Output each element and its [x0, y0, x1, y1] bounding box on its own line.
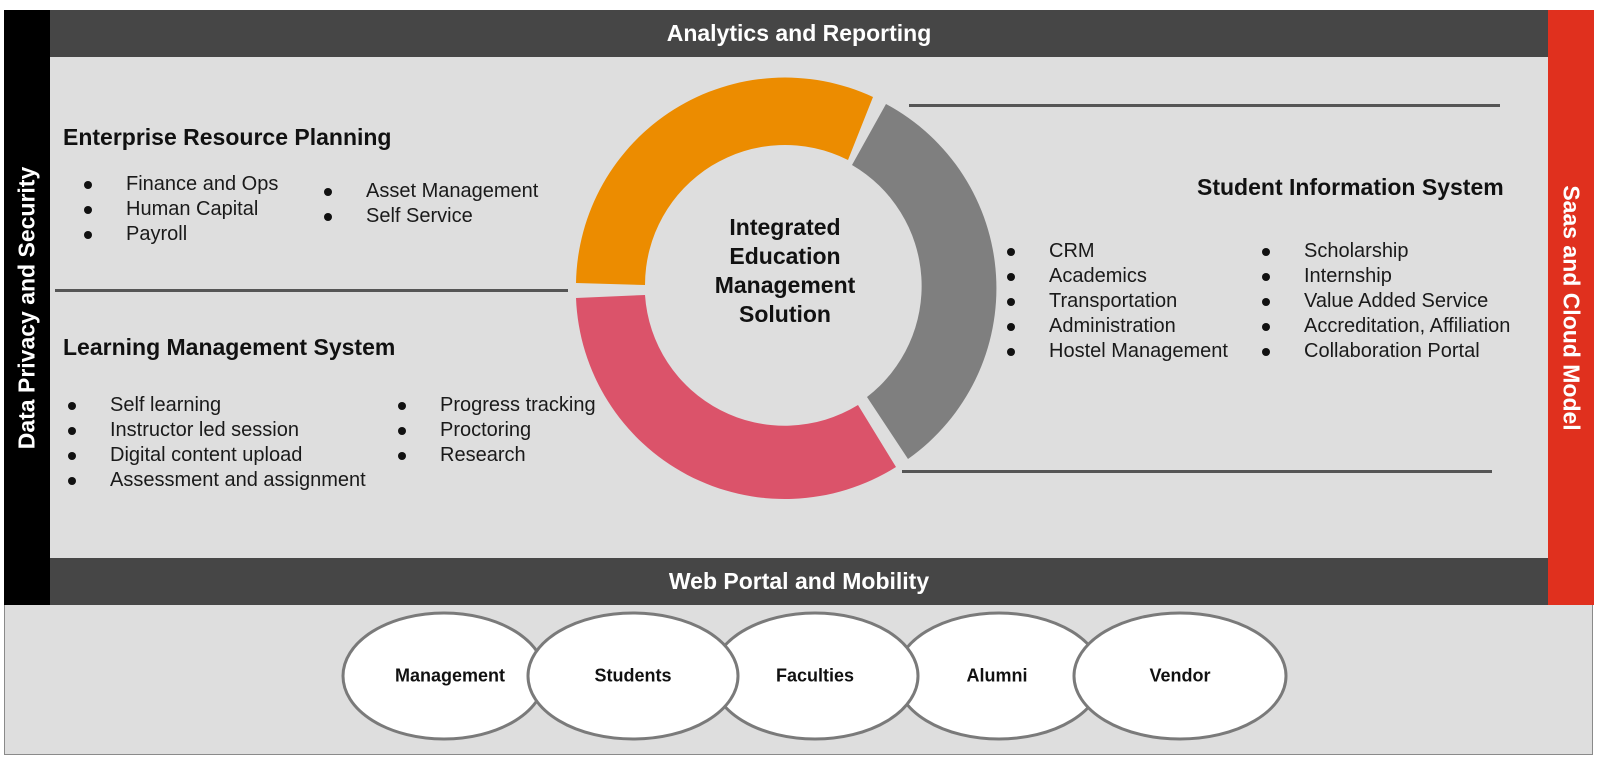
- divider-sis-top: [909, 104, 1500, 107]
- lms-segment: [576, 295, 896, 500]
- list-item: Self Service: [324, 204, 538, 229]
- list-item: Asset Management: [324, 179, 538, 204]
- list-item: Internship: [1262, 264, 1510, 289]
- bullet-icon: [68, 452, 76, 460]
- bullet-icon: [1007, 348, 1015, 356]
- divider-sis-bottom: [902, 470, 1492, 473]
- lms-title: Learning Management System: [63, 334, 396, 360]
- list-item: Collaboration Portal: [1262, 339, 1510, 364]
- list-item: Administration: [1007, 314, 1228, 339]
- analytics-reporting-bar: Analytics and Reporting: [50, 10, 1548, 57]
- lms-list-1: Self learning Instructor led session Dig…: [68, 393, 366, 493]
- list-item: Hostel Management: [1007, 339, 1228, 364]
- bullet-icon: [68, 402, 76, 410]
- bullet-icon: [84, 231, 92, 239]
- erp-list-2: Asset Management Self Service: [324, 179, 538, 229]
- stakeholder-vendor: Vendor: [1149, 665, 1211, 686]
- stakeholder-management: Management: [394, 665, 506, 686]
- bullet-icon: [1007, 298, 1015, 306]
- lms-list-2: Progress tracking Proctoring Research: [398, 393, 596, 468]
- list-item: Progress tracking: [398, 393, 596, 418]
- bullet-icon: [1007, 323, 1015, 331]
- bullet-icon: [398, 402, 406, 410]
- stakeholder-alumni: Alumni: [966, 665, 1028, 686]
- sis-list-2: Scholarship Internship Value Added Servi…: [1262, 239, 1510, 364]
- list-item: Human Capital: [84, 197, 278, 222]
- web-portal-mobility-label: Web Portal and Mobility: [668, 568, 930, 594]
- sis-list-1: CRM Academics Transportation Administrat…: [1007, 239, 1228, 364]
- solution-title: Integrated Education Management Solution: [714, 214, 856, 327]
- list-item: Scholarship: [1262, 239, 1510, 264]
- solution-donut: [576, 77, 997, 500]
- erp-segment: [576, 77, 873, 286]
- divider-erp-lms: [55, 289, 568, 292]
- stakeholder-faculties: Faculties: [775, 665, 855, 686]
- list-item: CRM: [1007, 239, 1228, 264]
- vendor-ellipse: [1072, 611, 1288, 741]
- bullet-icon: [1007, 273, 1015, 281]
- list-item: Self learning: [68, 393, 366, 418]
- list-item: Instructor led session: [68, 418, 366, 443]
- list-item: Academics: [1007, 264, 1228, 289]
- list-item: Accreditation, Affiliation: [1262, 314, 1510, 339]
- sis-segment: [852, 104, 997, 459]
- list-item: Assessment and assignment: [68, 468, 366, 493]
- bullet-icon: [398, 427, 406, 435]
- list-item: Transportation: [1007, 289, 1228, 314]
- bullet-icon: [68, 427, 76, 435]
- list-item: Proctoring: [398, 418, 596, 443]
- bullet-icon: [1007, 248, 1015, 256]
- erp-title: Enterprise Resource Planning: [63, 124, 392, 150]
- analytics-reporting-label: Analytics and Reporting: [666, 20, 932, 46]
- data-privacy-security-bar: Data Privacy and Security: [4, 10, 50, 605]
- bullet-icon: [1262, 323, 1270, 331]
- bullet-icon: [84, 206, 92, 214]
- students-ellipse: [526, 611, 740, 741]
- bullet-icon: [68, 477, 76, 485]
- saas-cloud-model-bar: Saas and Cloud Model: [1548, 10, 1594, 605]
- stakeholder-students: Students: [594, 665, 672, 686]
- list-item: Payroll: [84, 222, 278, 247]
- bullet-icon: [1262, 273, 1270, 281]
- bullet-icon: [398, 452, 406, 460]
- bullet-icon: [1262, 348, 1270, 356]
- web-portal-mobility-bar: Web Portal and Mobility: [50, 558, 1548, 605]
- erp-list-1: Finance and Ops Human Capital Payroll: [84, 172, 278, 247]
- bullet-icon: [324, 213, 332, 221]
- list-item: Finance and Ops: [84, 172, 278, 197]
- list-item: Value Added Service: [1262, 289, 1510, 314]
- bullet-icon: [324, 188, 332, 196]
- bullet-icon: [1262, 298, 1270, 306]
- bullet-icon: [1262, 248, 1270, 256]
- sis-title: Student Information System: [1197, 174, 1504, 200]
- list-item: Research: [398, 443, 596, 468]
- list-item: Digital content upload: [68, 443, 366, 468]
- bullet-icon: [84, 181, 92, 189]
